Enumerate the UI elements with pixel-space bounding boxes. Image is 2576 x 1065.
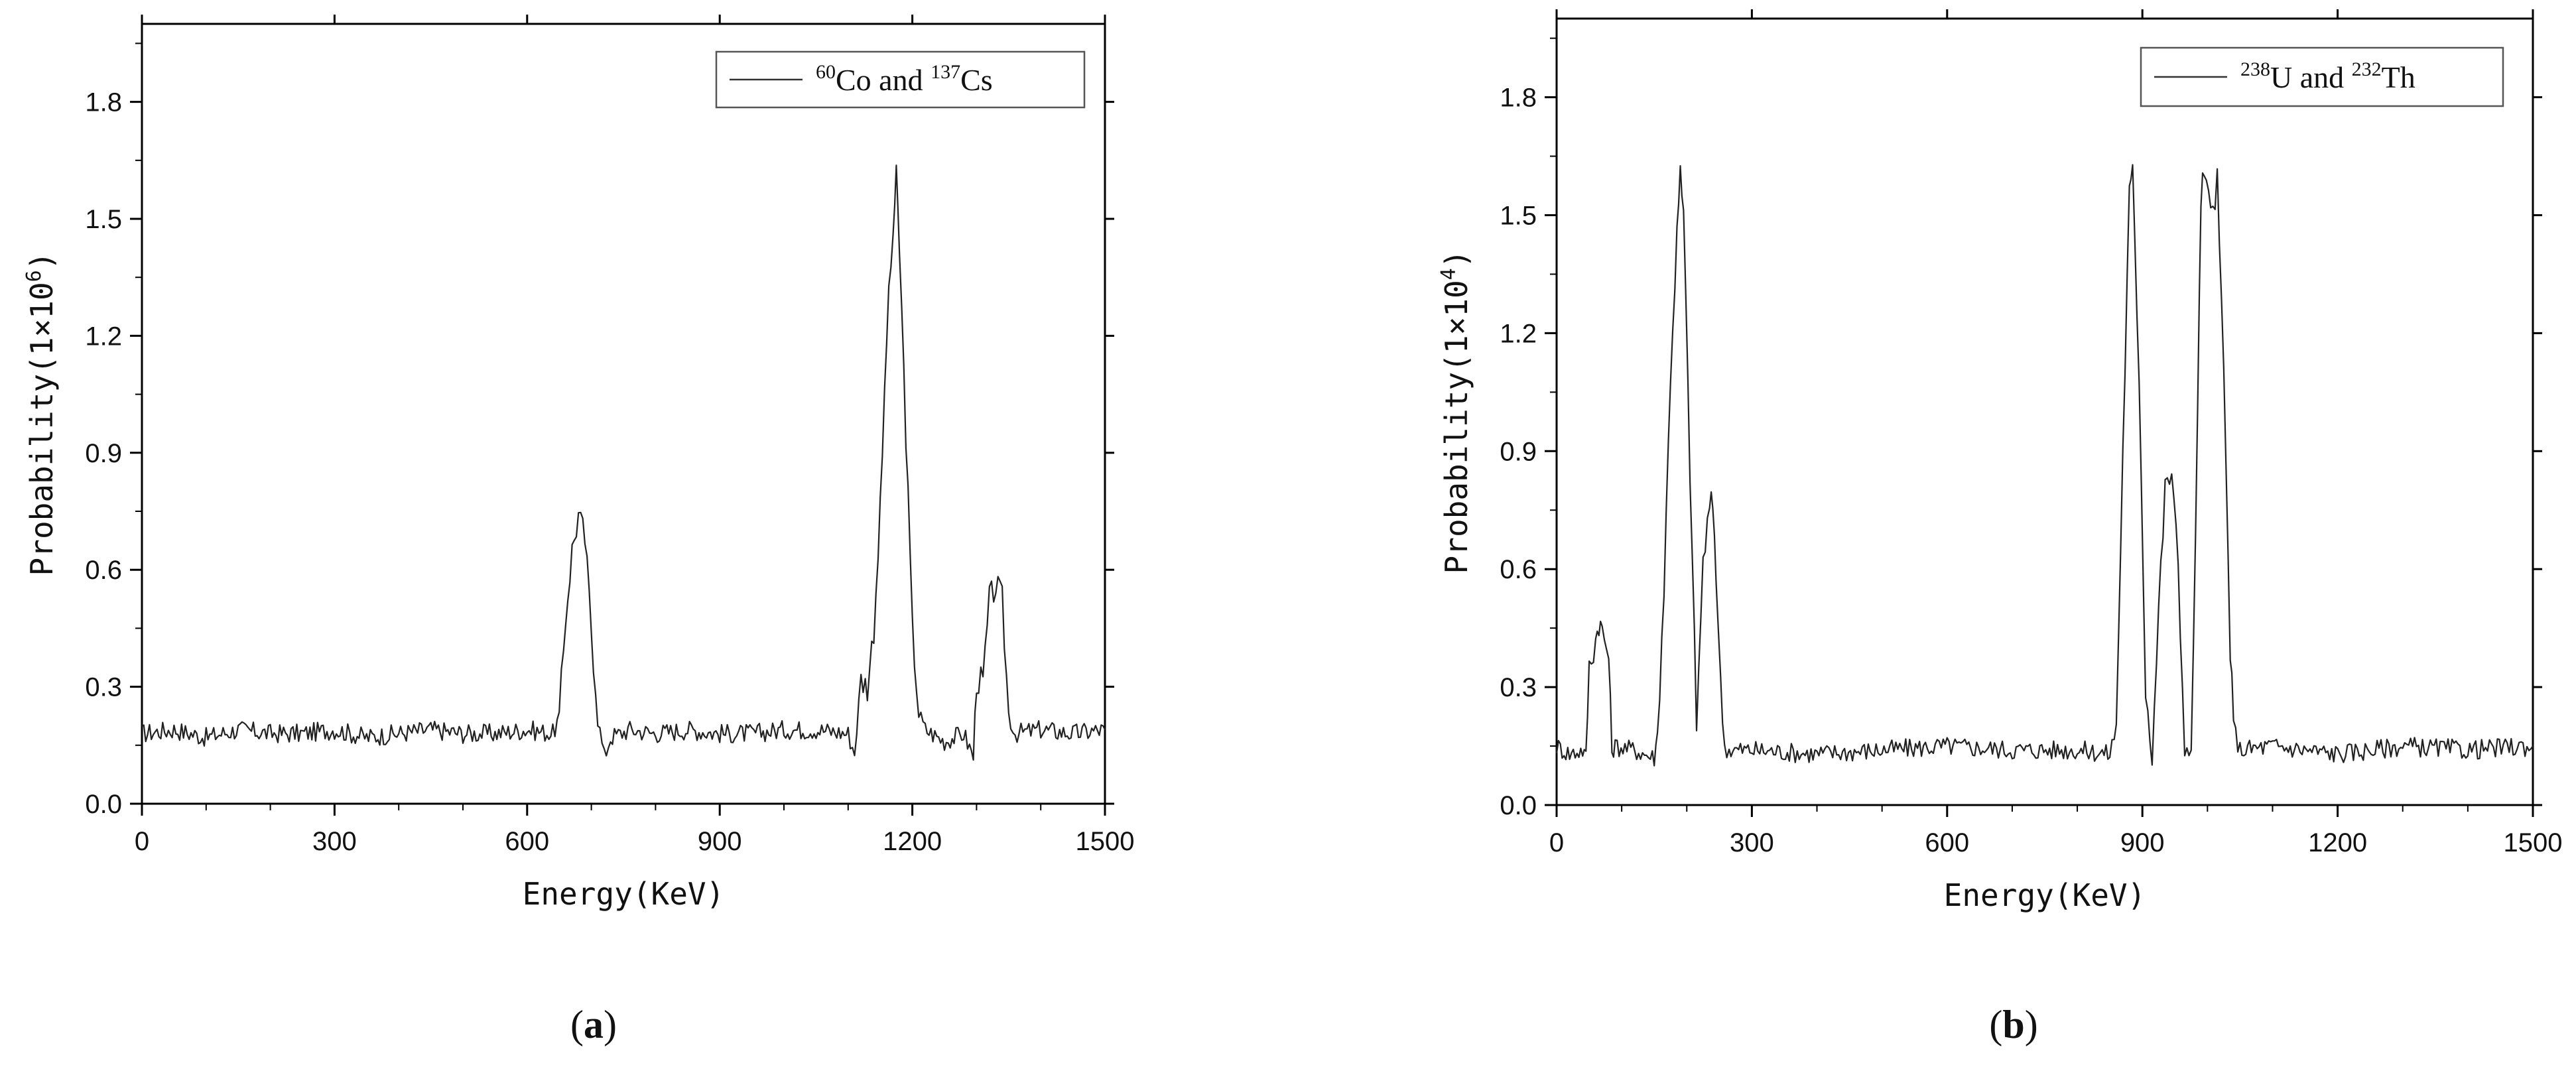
y-axis-label: Probability(1×106) (23, 252, 60, 576)
y-tick-label: 1.5 (1500, 202, 1537, 231)
legend-label: 60Co and 137Cs (816, 61, 993, 97)
legend: 238U and 232Th (2140, 46, 2504, 107)
y-tick-label: 1.5 (85, 205, 122, 234)
y-tick-label: 0.6 (85, 556, 122, 585)
x-tick-label: 1200 (883, 827, 942, 856)
plot-frame (141, 23, 1106, 805)
x-tick-label: 300 (312, 827, 357, 856)
series-line (141, 164, 1106, 761)
y-axis-label: Probability(1×104) (1437, 250, 1474, 574)
x-axis-label: Energy(KeV) (523, 876, 725, 912)
y-tick-label: 0.3 (1500, 673, 1537, 702)
x-tick-label: 0 (1549, 828, 1564, 857)
x-axis-label: Energy(KeV) (1944, 877, 2146, 913)
y-tick-label: 0.0 (85, 790, 122, 819)
x-tick-label: 300 (1730, 828, 1774, 857)
legend-label: 238U and 232Th (2240, 58, 2415, 94)
chart-panel-b: 0 300 600 900 1200 1500 0.0 0.3 0.6 0.9 1.2 1.5 1.8 E… (1437, 9, 2562, 1046)
x-tick-label: 900 (698, 827, 742, 856)
y-tick-label: 0.9 (85, 439, 122, 468)
plot-frame (1555, 17, 2534, 806)
x-tick-label: 1500 (1076, 827, 1135, 856)
y-tick-label: 0.0 (1500, 791, 1537, 820)
chart-panel-a: 0 300 600 900 1200 1500 0.0 0.3 0.6 0.9 1.2 1.5 1.8 E… (23, 15, 1134, 1046)
y-tick-label: 0.6 (1500, 555, 1537, 584)
y-tick-label: 0.3 (85, 673, 122, 702)
legend: 60Co and 137Cs (715, 50, 1086, 109)
panel-caption: (b) (1989, 1003, 2037, 1046)
x-tick-label: 600 (505, 827, 549, 856)
x-tick-label: 1200 (2308, 828, 2367, 857)
series-line (1555, 164, 2534, 767)
x-tick-label: 600 (1925, 828, 1969, 857)
y-tick-label: 0.9 (1500, 437, 1537, 466)
y-tick-label: 1.8 (1500, 84, 1537, 113)
y-tick-label: 1.2 (85, 322, 122, 351)
panel-caption: (a) (570, 1003, 617, 1046)
x-tick-label: 0 (135, 827, 149, 856)
y-tick-label: 1.2 (1500, 319, 1537, 348)
x-tick-label: 1500 (2504, 828, 2563, 857)
x-tick-label: 900 (2120, 828, 2165, 857)
y-tick-label: 1.8 (85, 88, 122, 117)
